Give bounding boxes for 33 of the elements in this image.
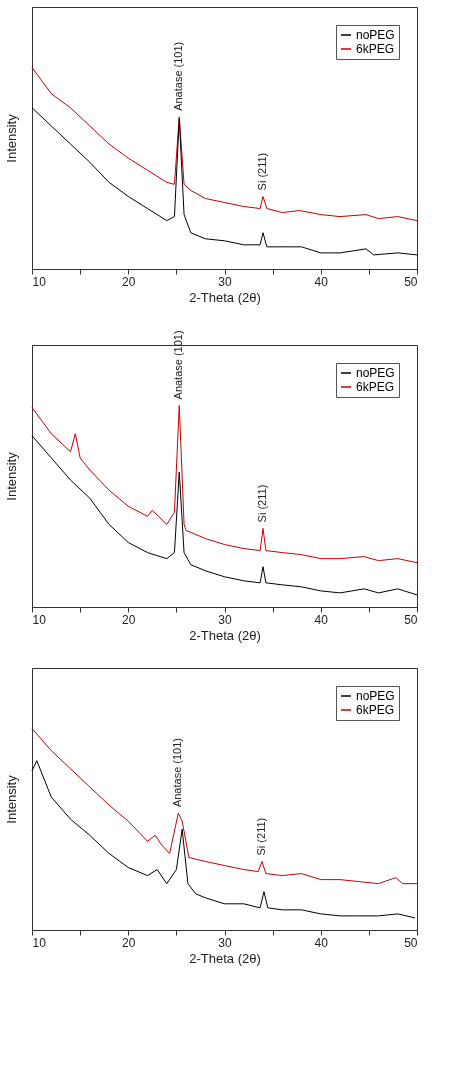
x-tick-label: 10 [32,935,47,950]
x-axis-title: 2-Theta (2θ) [189,289,261,305]
y-axis-title: Intensity [3,113,19,163]
x-tick-label: 50 [404,612,418,627]
legend-label: noPEG [356,689,395,703]
x-axis-title: 2-Theta (2θ) [189,950,261,966]
annotation: Anatase (101) [172,41,185,111]
annotation: Si (211) [256,152,268,191]
legend-label: noPEG [356,366,395,380]
annotation: Anatase (101) [171,738,184,808]
annotation: Anatase (101) [172,330,185,400]
y-axis-title: Intensity [3,774,19,824]
x-tick-label: 50 [404,274,418,289]
x-tick-label: 30 [218,274,232,289]
x-tick-label: 20 [122,612,136,627]
legend-label: 6kPEG [356,703,395,717]
x-tick-label: 10 [32,612,47,627]
x-tick-label: 20 [122,274,136,289]
y-axis-title: Intensity [3,451,19,501]
x-tick-label: 40 [314,612,329,627]
annotation: Si (211) [256,484,268,523]
x-tick-label: 50 [404,935,418,950]
x-axis-title: 2-Theta (2θ) [189,627,261,643]
x-tick-label: 30 [218,612,232,627]
x-tick-label: 20 [122,935,136,950]
x-tick-label: 40 [314,935,329,950]
x-tick-label: 10 [32,274,47,289]
x-tick-label: 30 [218,935,232,950]
legend-label: 6kPEG [356,380,395,394]
annotation: Si (211) [255,817,268,856]
legend-label: noPEG [356,28,395,42]
legend-label: 6kPEG [356,42,395,56]
x-tick-label: 40 [314,274,329,289]
